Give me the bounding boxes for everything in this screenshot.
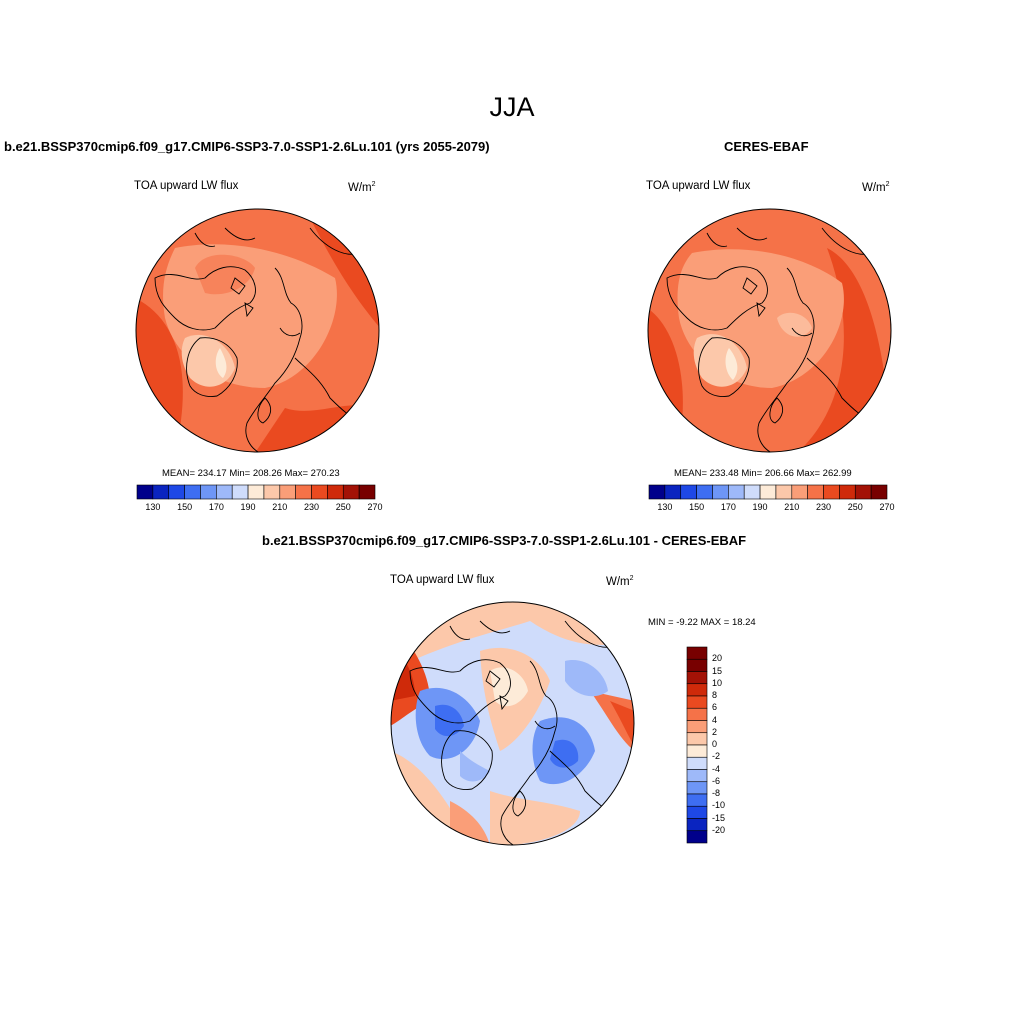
colorbar-swatch bbox=[743, 484, 761, 500]
colorbar-swatch bbox=[791, 484, 808, 500]
colorbar-tick-label: -15 bbox=[712, 812, 726, 823]
panel-model-variable: TOA upward LW flux bbox=[134, 180, 239, 192]
panel-model-map bbox=[135, 208, 380, 453]
colorbar-swatch bbox=[807, 484, 824, 500]
colorbar-tick-label: 150 bbox=[689, 502, 705, 512]
colorbar-swatch bbox=[686, 756, 708, 770]
colorbar-swatch bbox=[823, 484, 840, 500]
colorbar-swatch bbox=[854, 484, 872, 500]
colorbar-swatch bbox=[839, 484, 856, 500]
colorbar-swatch bbox=[686, 781, 708, 795]
colorbar-tick-label: 8 bbox=[712, 690, 718, 700]
panel-diff-title: b.e21.BSSP370cmip6.f09_g17.CMIP6-SSP3-7.… bbox=[262, 533, 747, 548]
colorbar-swatch bbox=[216, 484, 233, 500]
colorbar-tick-label: -6 bbox=[712, 775, 721, 786]
colorbar-tick-label: 150 bbox=[177, 502, 193, 512]
colorbar-swatch bbox=[686, 805, 708, 819]
colorbar-swatch bbox=[759, 484, 777, 500]
colorbar-tick-label: 10 bbox=[712, 677, 723, 688]
colorbar-tick-label: 130 bbox=[657, 502, 673, 512]
colorbar-tick-label: 230 bbox=[816, 502, 832, 512]
colorbar-tick-label: -2 bbox=[712, 751, 721, 762]
colorbar-tick-label: -10 bbox=[712, 800, 726, 811]
colorbar-swatch bbox=[686, 732, 708, 746]
colorbar-swatch bbox=[231, 484, 249, 500]
colorbar-tick-label: 2 bbox=[712, 726, 718, 737]
panel-model-colorbar bbox=[136, 484, 376, 500]
colorbar-swatch bbox=[686, 695, 708, 709]
colorbar-swatch bbox=[184, 484, 201, 500]
colorbar-swatch bbox=[712, 484, 729, 500]
colorbar-swatch bbox=[686, 744, 708, 758]
colorbar-swatch bbox=[648, 484, 666, 500]
panel-obs-map bbox=[647, 208, 892, 453]
colorbar-swatch bbox=[686, 707, 708, 721]
panel-model-title: b.e21.BSSP370cmip6.f09_g17.CMIP6-SSP3-7.… bbox=[4, 139, 490, 154]
panel-model-units: W/m2 bbox=[348, 181, 376, 194]
colorbar-tick-label: 270 bbox=[879, 502, 895, 512]
season-title: JJA bbox=[489, 92, 535, 122]
colorbar-swatch bbox=[686, 658, 708, 672]
colorbar-tick-label: -20 bbox=[712, 824, 726, 835]
colorbar-swatch bbox=[775, 484, 793, 500]
panel-obs-colorbar bbox=[648, 484, 888, 500]
colorbar-swatch bbox=[686, 683, 708, 697]
colorbar-tick-label: 190 bbox=[752, 502, 768, 512]
panel-obs-units: W/m2 bbox=[862, 181, 890, 194]
panel-diff-units: W/m2 bbox=[606, 575, 634, 588]
panel-diff-map bbox=[390, 601, 635, 846]
colorbar-swatch bbox=[870, 484, 888, 500]
colorbar-swatch bbox=[696, 484, 713, 500]
colorbar-swatch bbox=[686, 671, 708, 685]
colorbar-swatch bbox=[168, 484, 185, 500]
colorbar-swatch bbox=[664, 484, 682, 500]
colorbar-tick-label: -8 bbox=[712, 788, 721, 798]
colorbar-swatch bbox=[247, 484, 265, 500]
colorbar-tick-label: 250 bbox=[847, 502, 863, 512]
panel-diff-variable: TOA upward LW flux bbox=[390, 574, 495, 586]
colorbar-swatch bbox=[686, 793, 708, 807]
colorbar-swatch bbox=[200, 484, 217, 500]
colorbar-swatch bbox=[728, 484, 745, 500]
panel-model-stats: MEAN= 234.17 Min= 208.26 Max= 270.23 bbox=[162, 468, 340, 479]
colorbar-swatch bbox=[279, 484, 296, 500]
colorbar-swatch bbox=[686, 646, 708, 660]
colorbar-tick-label: 210 bbox=[272, 502, 288, 512]
panel-diff-colorbar bbox=[686, 646, 708, 844]
colorbar-swatch bbox=[263, 484, 281, 500]
colorbar-tick-label: 170 bbox=[208, 502, 224, 512]
colorbar-tick-label: -4 bbox=[712, 763, 721, 774]
panel-obs-title: CERES-EBAF bbox=[724, 139, 809, 154]
colorbar-tick-label: 4 bbox=[712, 714, 718, 725]
colorbar-tick-label: 0 bbox=[712, 739, 718, 749]
colorbar-tick-label: 190 bbox=[240, 502, 256, 512]
colorbar-swatch bbox=[342, 484, 360, 500]
colorbar-tick-label: 230 bbox=[304, 502, 320, 512]
colorbar-swatch bbox=[686, 818, 708, 832]
colorbar-tick-label: 250 bbox=[335, 502, 351, 512]
colorbar-tick-label: 130 bbox=[145, 502, 161, 512]
colorbar-tick-label: 20 bbox=[712, 653, 723, 664]
colorbar-tick-label: 270 bbox=[367, 502, 383, 512]
colorbar-swatch bbox=[311, 484, 328, 500]
colorbar-swatch bbox=[136, 484, 154, 500]
colorbar-tick-label: 6 bbox=[712, 702, 718, 713]
colorbar-tick-label: 170 bbox=[720, 502, 736, 512]
panel-obs-variable: TOA upward LW flux bbox=[646, 180, 751, 192]
colorbar-swatch bbox=[686, 720, 708, 734]
panel-obs-stats: MEAN= 233.48 Min= 206.66 Max= 262.99 bbox=[674, 468, 852, 479]
colorbar-swatch bbox=[152, 484, 170, 500]
colorbar-swatch bbox=[295, 484, 312, 500]
colorbar-swatch bbox=[686, 769, 708, 783]
colorbar-tick-label: 210 bbox=[784, 502, 800, 512]
colorbar-swatch bbox=[327, 484, 344, 500]
colorbar-swatch bbox=[686, 830, 708, 844]
colorbar-swatch bbox=[358, 484, 376, 500]
colorbar-tick-label: 15 bbox=[712, 665, 723, 676]
colorbar-swatch bbox=[680, 484, 697, 500]
panel-diff-stats: MIN = -9.22 MAX = 18.24 bbox=[648, 617, 756, 628]
